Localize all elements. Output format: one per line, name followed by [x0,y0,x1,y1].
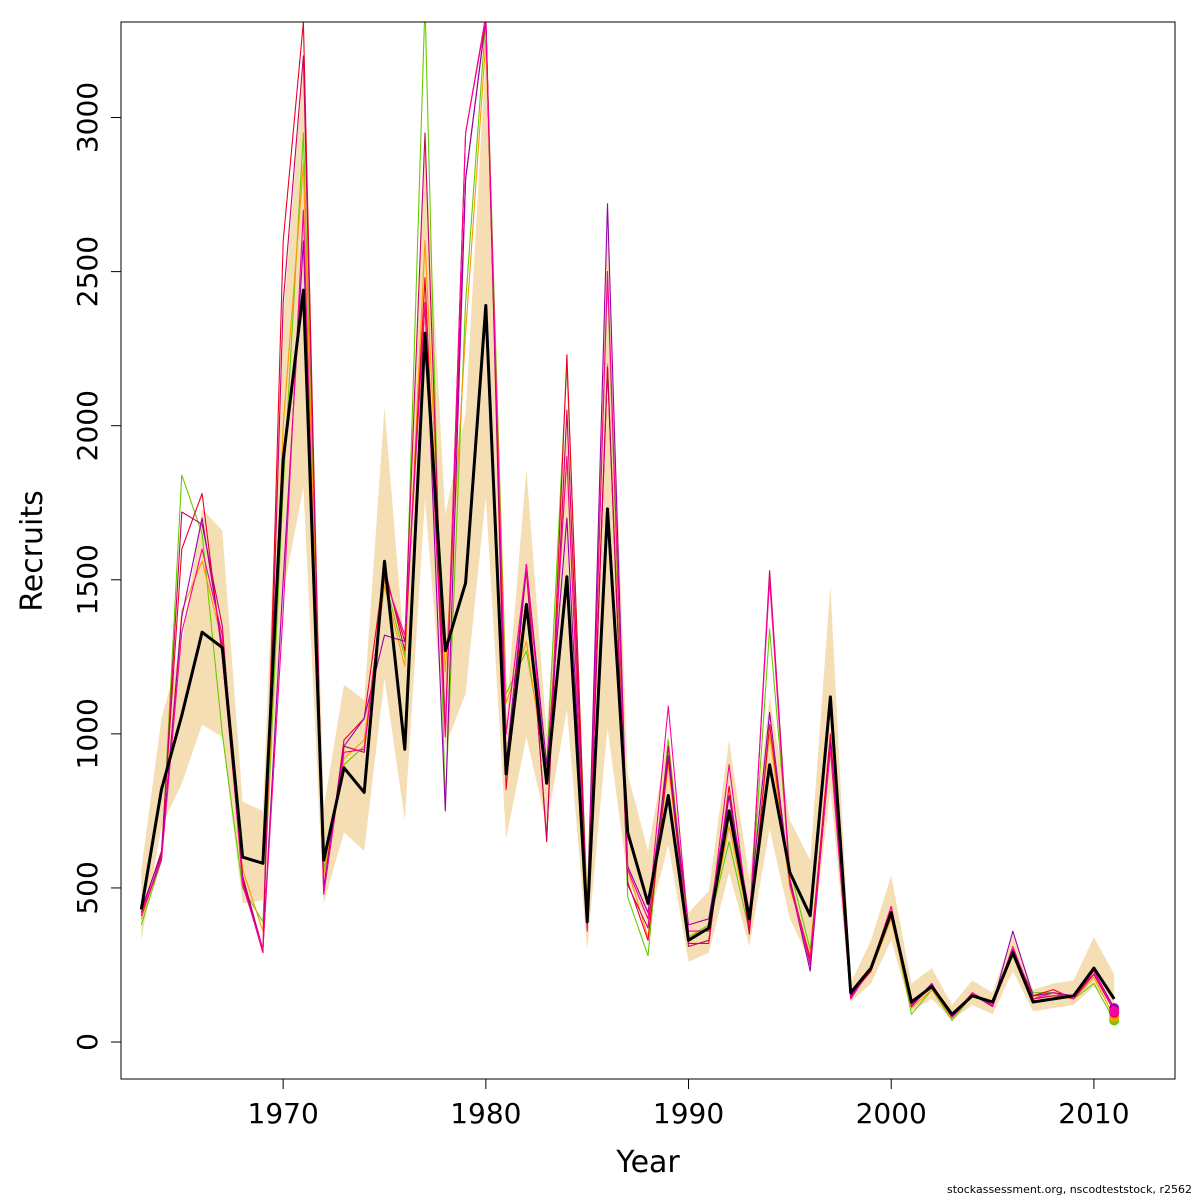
endpoint-layer [1109,1003,1120,1026]
x-tick-label: 1970 [248,1097,319,1130]
plot-frame [120,21,1176,1080]
y-axis-title: Recruits [15,490,50,612]
y-tick-label: 1000 [71,698,104,769]
y-axis: 0 500 1000 1500 2000 2500 3000 [71,82,121,1051]
plot-area [139,22,1120,1026]
y-tick-label: 2000 [71,390,104,461]
series-line-estimate [139,288,1116,1016]
series-layer [139,22,1116,1021]
endpoint-marker-5 [1109,1006,1120,1017]
y-tick-label: 2500 [71,236,104,307]
x-tick-label: 2010 [1058,1097,1129,1130]
y-tick-label: 3000 [71,82,104,153]
series-line-retro-1 [140,22,1115,1021]
y-tick-label: 500 [71,861,104,914]
footer-credit: stockassessment.org, nscodteststock, r25… [946,1183,1192,1196]
x-tick-label: 1990 [653,1097,724,1130]
series-line-retro-6 [140,22,1115,1018]
x-axis: 1970 1980 1990 2000 2010 [248,1079,1130,1130]
x-axis-title: Year [615,1145,680,1180]
y-tick-label: 0 [71,1033,104,1051]
x-tick-label: 2000 [856,1097,927,1130]
x-tick-label: 1980 [450,1097,521,1130]
y-tick-label: 1500 [71,544,104,615]
